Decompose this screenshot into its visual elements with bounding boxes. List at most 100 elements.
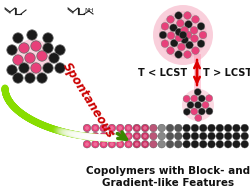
Circle shape [7,45,17,55]
Circle shape [157,140,165,148]
Circle shape [240,124,248,132]
Circle shape [7,65,17,75]
Circle shape [101,126,105,130]
Circle shape [124,124,132,132]
Circle shape [190,95,197,102]
Circle shape [174,28,182,36]
Circle shape [170,39,177,47]
Circle shape [194,88,200,95]
Circle shape [177,43,184,51]
Circle shape [166,132,173,140]
Circle shape [132,140,140,148]
Circle shape [232,124,239,132]
Circle shape [15,39,51,75]
Circle shape [184,31,191,39]
Circle shape [182,95,189,102]
Circle shape [224,124,231,132]
Circle shape [118,142,122,146]
Circle shape [110,134,113,138]
Circle shape [43,63,53,73]
Circle shape [166,140,173,148]
Circle shape [126,134,130,138]
Circle shape [215,140,223,148]
Circle shape [183,108,190,115]
Circle shape [160,22,168,30]
Circle shape [100,124,107,132]
Circle shape [100,140,107,148]
Circle shape [174,12,182,19]
Circle shape [31,63,41,73]
Circle shape [174,140,181,148]
Circle shape [174,124,181,132]
Circle shape [183,12,190,19]
Circle shape [185,41,192,49]
Circle shape [141,132,148,140]
Circle shape [118,134,122,138]
Circle shape [116,124,124,132]
Circle shape [43,33,53,43]
Circle shape [110,126,113,130]
Circle shape [37,51,47,61]
Circle shape [157,132,165,140]
Circle shape [160,40,168,47]
Circle shape [201,101,208,108]
Circle shape [166,32,174,39]
Circle shape [31,41,41,51]
Circle shape [240,132,248,140]
Circle shape [93,142,97,146]
Circle shape [108,132,115,140]
Circle shape [198,124,206,132]
Circle shape [184,21,192,28]
Circle shape [13,55,23,65]
Circle shape [174,34,182,42]
Circle shape [182,132,190,140]
Circle shape [13,73,23,83]
Circle shape [186,101,193,108]
Circle shape [190,124,198,132]
Circle shape [37,73,47,83]
Circle shape [205,108,212,115]
Circle shape [174,132,181,140]
Circle shape [224,140,231,148]
Circle shape [85,126,88,130]
Circle shape [91,124,99,132]
Circle shape [25,53,35,63]
Circle shape [183,51,190,58]
Circle shape [190,140,198,148]
Circle shape [198,132,206,140]
Circle shape [141,140,148,148]
Circle shape [178,31,186,39]
Circle shape [141,124,148,132]
Circle shape [232,132,239,140]
Circle shape [240,140,248,148]
Circle shape [149,140,156,148]
Circle shape [205,95,212,102]
Circle shape [143,142,146,146]
Circle shape [101,134,105,138]
Circle shape [157,124,165,132]
Circle shape [224,132,231,140]
Circle shape [126,142,130,146]
Circle shape [124,140,132,148]
Circle shape [190,26,197,34]
Circle shape [215,132,223,140]
Circle shape [118,126,122,130]
Circle shape [85,134,88,138]
Circle shape [158,31,166,39]
Circle shape [83,140,90,148]
Circle shape [134,126,138,130]
Circle shape [166,15,174,23]
Circle shape [190,35,198,42]
Circle shape [93,134,97,138]
Circle shape [54,63,65,73]
Circle shape [181,89,213,121]
Circle shape [110,142,113,146]
Circle shape [132,132,140,140]
Circle shape [190,132,198,140]
Circle shape [116,140,124,148]
Circle shape [83,132,90,140]
Circle shape [25,73,35,83]
Circle shape [166,47,174,54]
Circle shape [91,140,99,148]
Circle shape [194,115,201,122]
